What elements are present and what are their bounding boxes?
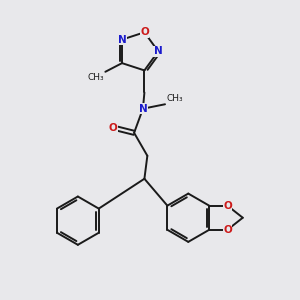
Text: N: N <box>154 46 163 56</box>
Text: CH₃: CH₃ <box>167 94 183 103</box>
Text: N: N <box>118 34 126 45</box>
Text: CH₃: CH₃ <box>87 73 104 82</box>
Text: O: O <box>223 201 232 211</box>
Text: O: O <box>109 122 117 133</box>
Text: O: O <box>223 225 232 235</box>
Text: O: O <box>140 27 149 37</box>
Text: N: N <box>139 104 147 114</box>
